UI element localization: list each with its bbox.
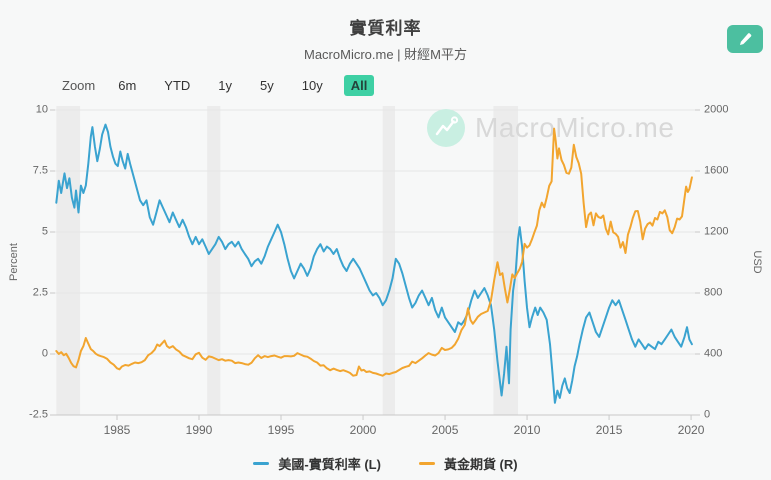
- range-button-5y[interactable]: 5y: [253, 75, 281, 96]
- range-toolbar: Zoom 6m YTD 1y 5y 10y All: [62, 75, 375, 96]
- x-axis-tick-label: 2005: [431, 423, 459, 437]
- zoom-label: Zoom: [62, 78, 96, 93]
- x-axis-tick-label: 2000: [349, 423, 377, 437]
- x-axis-tick-label: 2020: [677, 423, 705, 437]
- x-axis-tick-label: 1990: [185, 423, 213, 437]
- right-axis-tick-label: 1600: [704, 164, 729, 177]
- right-axis-tick-label: 0: [704, 408, 711, 421]
- range-button-ytd[interactable]: YTD: [157, 75, 197, 96]
- chart-subtitle: MacroMicro.me | 財經M平方: [304, 47, 467, 62]
- right-axis-tick-label: 2000: [704, 103, 729, 116]
- right-axis-tick-label: 1200: [704, 225, 729, 238]
- legend-series-dash: [418, 462, 435, 465]
- page-title: 實質利率: [349, 19, 422, 38]
- range-buttons: 6m YTD 1y 5y 10y All: [111, 75, 375, 96]
- legend-series-label: 黃金期貨 (R): [443, 457, 518, 472]
- x-axis-tick-label: 1995: [267, 423, 295, 437]
- range-button-1y[interactable]: 1y: [211, 75, 239, 96]
- legend-item[interactable]: 黃金期貨 (R): [418, 454, 518, 473]
- right-axis-tick-label: 800: [704, 286, 723, 299]
- left-axis-tick-label: -2.5: [29, 408, 48, 421]
- range-button-all[interactable]: All: [343, 75, 375, 96]
- pencil-icon: [740, 33, 752, 45]
- legend-series-label: 美國-實質利率 (L): [278, 457, 381, 472]
- left-axis-tick-label: 7.5: [32, 164, 48, 177]
- x-axis-tick-label: 2010: [513, 423, 541, 437]
- range-button-10y[interactable]: 10y: [295, 75, 330, 96]
- series-line[interactable]: [55, 127, 693, 377]
- left-axis-tick-label: 5: [41, 225, 48, 238]
- series-line[interactable]: [55, 123, 693, 404]
- x-axis-tick-label: 2015: [595, 423, 623, 437]
- right-axis-tick-label: 400: [704, 347, 723, 360]
- left-axis-tick-label: 0: [41, 347, 48, 360]
- recession-band: [382, 106, 396, 415]
- legend-series-dash: [253, 462, 270, 465]
- legend: 美國-實質利率 (L) 黃金期貨 (R): [0, 454, 771, 473]
- legend-item[interactable]: 美國-實質利率 (L): [253, 454, 381, 473]
- edit-chart-button[interactable]: [727, 25, 763, 53]
- x-axis-tick-label: 1985: [103, 423, 131, 437]
- left-axis-tick-label: 2.5: [32, 286, 48, 299]
- range-button-6m[interactable]: 6m: [111, 75, 143, 96]
- left-axis-tick-label: 10: [35, 103, 48, 116]
- recession-band: [207, 106, 221, 415]
